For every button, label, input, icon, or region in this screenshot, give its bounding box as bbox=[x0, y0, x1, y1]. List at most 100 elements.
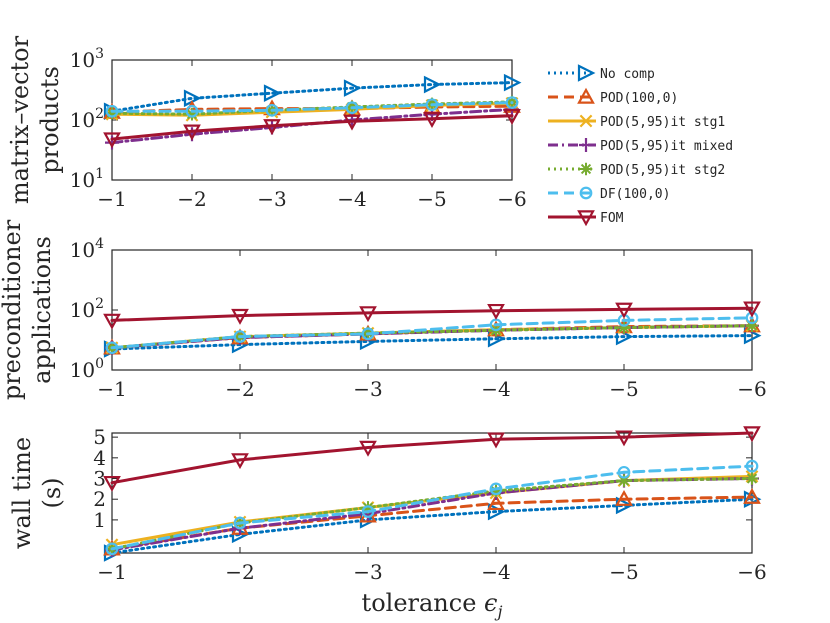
y-tick-label: 3 bbox=[93, 467, 106, 491]
legend-item: DF(100,0) bbox=[548, 186, 670, 202]
y-tick-label: 1 bbox=[93, 508, 106, 532]
data-point bbox=[489, 484, 503, 498]
legend-marker bbox=[577, 87, 595, 104]
data-point bbox=[231, 308, 249, 325]
data-point bbox=[231, 453, 249, 470]
x-tick-label: −4 bbox=[337, 187, 366, 211]
x-tick-label: −3 bbox=[353, 377, 382, 401]
x-tick-label: −6 bbox=[737, 560, 766, 584]
data-point bbox=[617, 321, 631, 334]
series-line bbox=[110, 316, 754, 350]
data-point bbox=[361, 327, 375, 341]
x-tick-label: −5 bbox=[609, 377, 638, 401]
y-axis-label-line: wall time bbox=[8, 437, 36, 549]
series-pod-5-95-it-stg2 bbox=[105, 472, 759, 556]
data-point bbox=[487, 432, 505, 449]
x-tick-label: −1 bbox=[97, 560, 126, 584]
x-tick-label: −1 bbox=[97, 377, 126, 401]
data-point bbox=[503, 73, 522, 92]
data-point bbox=[105, 341, 119, 355]
y-axis-label: wall time (s) bbox=[8, 437, 66, 549]
y-tick-label: 103 bbox=[70, 46, 104, 72]
data-point bbox=[185, 107, 199, 121]
x-tick-label: −5 bbox=[417, 187, 446, 211]
y-tick-label: 5 bbox=[93, 425, 106, 449]
data-point bbox=[617, 465, 631, 479]
legend-label: FOM bbox=[600, 211, 624, 226]
legend-label: DF(100,0) bbox=[600, 187, 670, 202]
legend-label: No comp bbox=[600, 67, 655, 82]
data-point bbox=[263, 84, 282, 102]
data-point bbox=[103, 475, 121, 492]
data-point bbox=[503, 108, 521, 125]
data-point bbox=[615, 489, 633, 506]
series-line bbox=[110, 334, 754, 351]
x-tick-label: −5 bbox=[609, 560, 638, 584]
y-tick-label: 104 bbox=[70, 236, 104, 262]
data-point bbox=[233, 330, 247, 343]
y-axis-label-line: preconditioner bbox=[0, 219, 26, 400]
series-pod-5-95-it-mixed bbox=[105, 471, 759, 557]
x-axis-label: tolerance ϵj bbox=[362, 589, 503, 621]
series-df-100-0- bbox=[105, 311, 759, 355]
data-point bbox=[743, 301, 761, 318]
series-line bbox=[110, 101, 514, 113]
y-axis-label-line: (s) bbox=[38, 477, 66, 508]
legend-marker bbox=[577, 64, 596, 82]
series-line bbox=[110, 464, 754, 551]
legend-label: POD(5,95)it mixed bbox=[600, 139, 733, 154]
y-axis-label-line: applications bbox=[28, 236, 56, 384]
x-tick-label: −3 bbox=[353, 560, 382, 584]
series-fom bbox=[103, 108, 521, 149]
data-point bbox=[359, 440, 377, 457]
legend-label: POD(100,0) bbox=[600, 91, 678, 106]
subplot-2: −1 −2 −3 −4 −5 −6 100 102 104 preconditioner appli… bbox=[0, 219, 767, 401]
series-line bbox=[110, 477, 754, 552]
legend-item: No comp bbox=[548, 64, 655, 82]
data-point bbox=[745, 319, 759, 332]
y-tick-label: 102 bbox=[70, 296, 104, 322]
legend-item: POD(100,0) bbox=[548, 87, 678, 106]
x-tick-label: −3 bbox=[257, 187, 286, 211]
y-axis-label-line: products bbox=[36, 66, 64, 174]
series-line bbox=[110, 306, 754, 322]
data-point bbox=[505, 96, 519, 109]
data-point bbox=[615, 302, 633, 319]
y-tick-label: 2 bbox=[93, 487, 106, 511]
data-point bbox=[745, 459, 759, 473]
axes-box bbox=[111, 432, 753, 554]
data-point bbox=[233, 516, 247, 530]
series-df-100-0- bbox=[105, 459, 759, 556]
series-line bbox=[110, 81, 514, 113]
x-tick-label: −2 bbox=[225, 377, 254, 401]
y-axis-label-line: matrix–vector bbox=[6, 35, 34, 204]
legend-label: POD(5,95)it stg2 bbox=[600, 163, 725, 178]
legend-item: POD(5,95)it stg2 bbox=[548, 162, 725, 178]
data-point bbox=[105, 106, 119, 120]
data-point bbox=[745, 472, 759, 485]
series-line bbox=[110, 431, 754, 485]
legend-marker bbox=[579, 138, 593, 152]
data-point bbox=[487, 494, 505, 511]
legend-marker bbox=[579, 114, 593, 128]
x-tick-label: −2 bbox=[177, 187, 206, 211]
x-tick-label: −6 bbox=[737, 377, 766, 401]
data-point bbox=[615, 430, 633, 447]
series-df-100-0- bbox=[105, 96, 519, 118]
series-line bbox=[110, 495, 754, 551]
series-fom bbox=[103, 426, 761, 492]
series-line bbox=[110, 497, 754, 555]
data-point bbox=[617, 474, 631, 487]
data-point bbox=[743, 487, 761, 504]
data-point bbox=[361, 501, 375, 514]
data-point bbox=[103, 313, 121, 330]
data-point bbox=[263, 119, 281, 136]
data-point bbox=[359, 306, 377, 323]
legend-label: POD(5,95)it stg1 bbox=[600, 115, 725, 130]
legend-item: POD(5,95)it mixed bbox=[548, 138, 733, 154]
data-point bbox=[103, 132, 121, 149]
data-point bbox=[425, 98, 439, 112]
y-tick-label: 102 bbox=[70, 106, 104, 132]
data-point bbox=[343, 79, 362, 97]
